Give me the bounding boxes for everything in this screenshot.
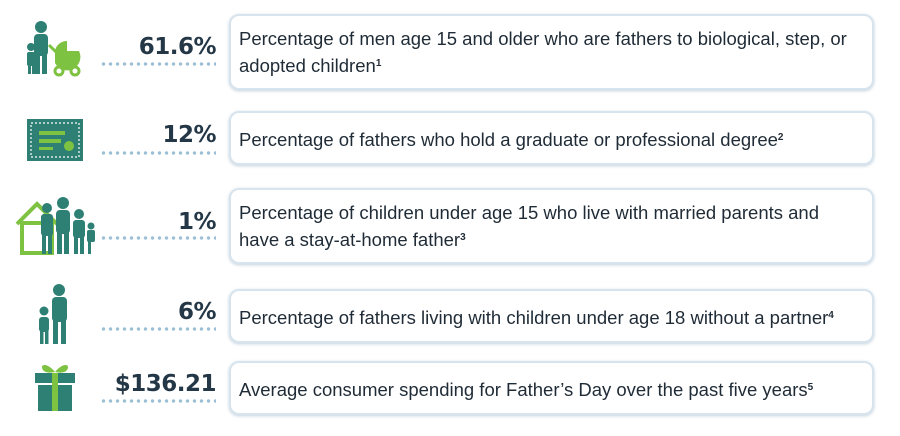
footnote-marker: 4 (828, 309, 834, 321)
fact-card: Percentage of men age 15 and older who a… (229, 14, 874, 90)
fact-row: $136.21 Average consumer spending for Fa… (0, 361, 900, 417)
stat-value: 61.6% (138, 34, 217, 60)
fact-text: Percentage of fathers who hold a graduat… (239, 128, 784, 150)
footnote-marker: 2 (777, 131, 784, 143)
fact-row: 6% Percentage of fathers living with chi… (0, 284, 900, 345)
fact-text: Percentage of children under age 15 who … (239, 202, 820, 250)
fact-card: Percentage of fathers living with childr… (229, 289, 874, 343)
footnote-marker: 3 (460, 232, 466, 243)
father-and-child-icon (18, 281, 92, 347)
footnote-marker: 1 (375, 58, 382, 69)
fact-card: Average consumer spending for Father’s D… (229, 361, 874, 415)
fact-row: 1% Percentage of children under age 15 w… (0, 188, 900, 266)
fact-row: 12% Percentage of fathers who hold a gra… (0, 111, 900, 167)
fact-row: 61.6% Percentage of men age 15 and older… (0, 12, 900, 90)
stat-value: 1% (177, 209, 217, 235)
fact-text: Percentage of men age 15 and older who a… (239, 28, 847, 76)
footnote-marker: 5 (807, 381, 814, 393)
dotted-leader (100, 399, 216, 403)
fact-card: Percentage of fathers who hold a graduat… (229, 111, 874, 165)
dotted-leader (100, 62, 216, 66)
stat-value: 6% (177, 299, 217, 325)
dotted-leader (100, 151, 216, 155)
dotted-leader (100, 236, 216, 240)
stat-value: 12% (162, 122, 216, 148)
fact-text: Average consumer spending for Father’s D… (239, 378, 814, 400)
stat-value: $136.21 (114, 371, 217, 397)
gift-box-icon (18, 361, 92, 413)
fact-card: Percentage of children under age 15 who … (229, 188, 874, 264)
diploma-certificate-icon (18, 117, 92, 163)
father-with-child-and-stroller-icon (18, 16, 92, 82)
family-with-house-icon (14, 194, 96, 258)
dotted-leader (100, 327, 216, 331)
fact-text: Percentage of fathers living with childr… (239, 306, 834, 328)
